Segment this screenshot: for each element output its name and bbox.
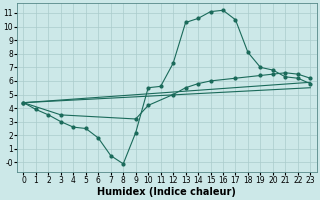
X-axis label: Humidex (Indice chaleur): Humidex (Indice chaleur)	[98, 187, 236, 197]
